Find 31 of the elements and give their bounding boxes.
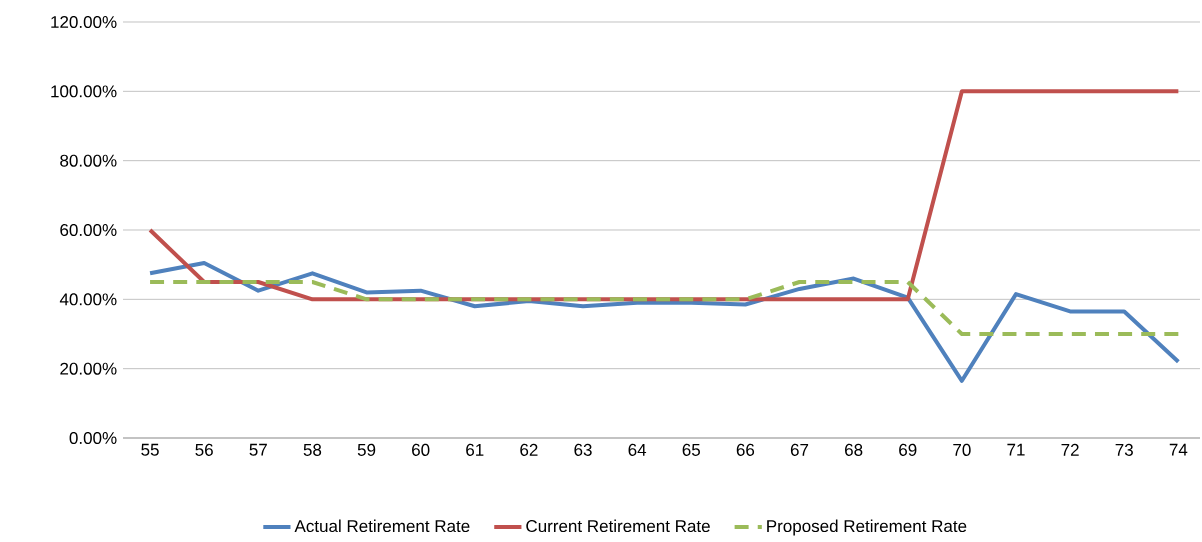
y-tick-label: 40.00%: [59, 293, 117, 306]
legend-label: Actual Retirement Rate: [294, 519, 470, 533]
x-tick-label: 58: [303, 443, 322, 456]
x-tick-label: 67: [790, 443, 809, 456]
x-tick-label: 59: [357, 443, 376, 456]
x-tick-label: 68: [845, 443, 863, 456]
y-tick-label: 100.00%: [51, 85, 117, 98]
x-tick-label: 70: [953, 443, 971, 456]
x-tick-label: 66: [736, 443, 755, 456]
x-tick-label: 73: [1115, 443, 1133, 456]
x-tick-label: 64: [628, 443, 647, 456]
x-tick-label: 69: [899, 443, 917, 456]
y-tick-label: 80.00%: [60, 154, 117, 167]
x-tick-label: 57: [249, 443, 267, 456]
x-tick-label: 74: [1169, 443, 1188, 456]
y-tick-label: 0.00%: [69, 431, 117, 445]
x-tick-label: 61: [466, 443, 484, 456]
y-tick-label: 20.00%: [60, 362, 117, 375]
line-series: [148, 260, 1181, 383]
x-tick-label: 71: [1007, 443, 1025, 456]
x-tick-label: 63: [574, 443, 592, 456]
legend-label: Proposed Retirement Rate: [767, 519, 967, 536]
y-tick-label: 60.00%: [60, 223, 117, 237]
x-tick-label: 62: [520, 443, 538, 456]
x-tick-label: 72: [1061, 443, 1079, 456]
y-tick-label: 120.00%: [51, 15, 117, 29]
x-tick-label: 55: [141, 443, 159, 456]
legend-label: Current Retirement Rate: [526, 519, 710, 533]
x-tick-label: 65: [682, 443, 700, 456]
x-tick-label: 60: [412, 443, 430, 456]
x-tick-label: 56: [195, 443, 213, 456]
